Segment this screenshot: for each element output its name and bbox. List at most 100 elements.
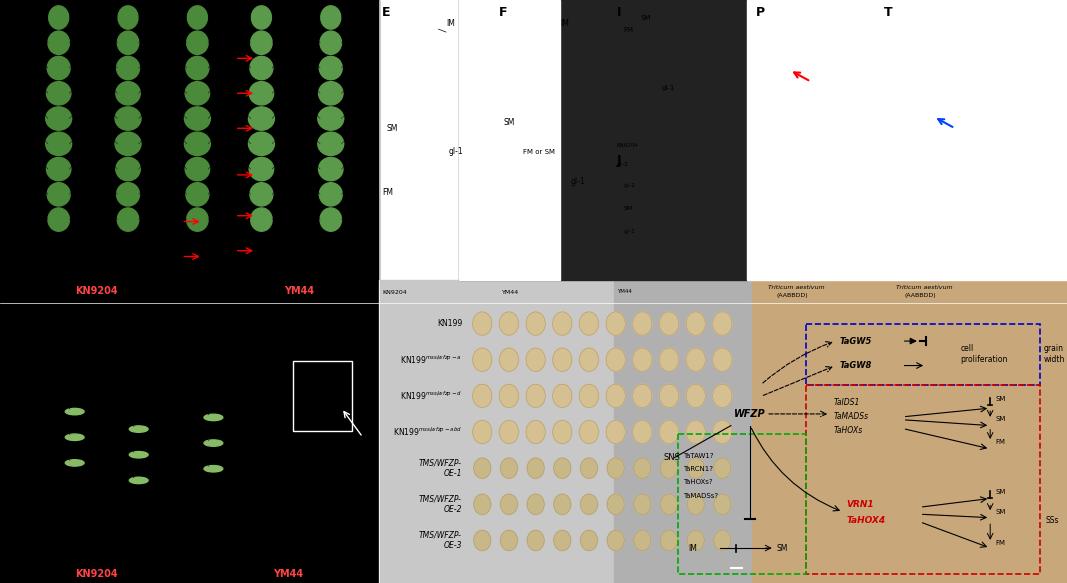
Ellipse shape [115,132,141,156]
Ellipse shape [251,31,272,54]
Ellipse shape [687,458,704,478]
Ellipse shape [473,420,492,444]
Ellipse shape [474,458,491,478]
Ellipse shape [606,384,625,408]
Ellipse shape [687,531,704,550]
Ellipse shape [660,531,678,550]
Bar [806,324,1040,385]
Ellipse shape [714,531,731,550]
Text: SSs: SSs [1046,516,1060,525]
Ellipse shape [527,494,544,515]
Ellipse shape [633,384,652,408]
Ellipse shape [116,82,140,105]
Ellipse shape [579,384,599,408]
Ellipse shape [65,408,84,415]
Ellipse shape [473,384,492,408]
Ellipse shape [659,420,679,444]
Text: gl-1: gl-1 [448,147,463,156]
Ellipse shape [606,348,625,371]
Bar [0,280,379,583]
Ellipse shape [320,31,341,54]
Ellipse shape [321,6,340,29]
Text: YM44: YM44 [617,289,632,294]
Ellipse shape [318,132,344,156]
Ellipse shape [606,420,625,444]
Ellipse shape [580,531,598,550]
Text: Triticum aestivum: Triticum aestivum [768,285,825,290]
Ellipse shape [527,458,544,478]
Ellipse shape [473,348,492,371]
Ellipse shape [659,384,679,408]
Text: gl-2: gl-2 [623,182,635,188]
Ellipse shape [47,82,70,105]
Text: FM: FM [623,27,633,33]
Ellipse shape [474,494,491,515]
Ellipse shape [117,31,139,54]
Text: TMS/WFZP-
OE-1: TMS/WFZP- OE-1 [419,458,462,478]
Text: KN199$^{mss/wfzp-abd}$: KN199$^{mss/wfzp-abd}$ [393,426,462,438]
Ellipse shape [499,348,519,371]
Ellipse shape [49,6,68,29]
Ellipse shape [607,494,624,515]
Text: IM: IM [446,19,455,28]
Text: YM44: YM44 [273,569,303,580]
Ellipse shape [659,312,679,335]
Bar [678,434,806,574]
Ellipse shape [185,132,210,156]
Ellipse shape [687,494,704,515]
Ellipse shape [204,440,223,447]
Text: T: T [883,6,892,19]
Ellipse shape [319,157,343,181]
Text: IM: IM [560,19,569,28]
Bar [496,280,614,583]
Bar [293,361,352,431]
Text: SM: SM [996,396,1006,402]
Text: YM44: YM44 [501,290,519,296]
Text: SNS: SNS [664,453,681,462]
Ellipse shape [713,420,732,444]
Ellipse shape [633,420,652,444]
Bar [614,280,752,583]
Ellipse shape [473,312,492,335]
Text: TaHOX4: TaHOX4 [846,515,886,525]
Text: P: P [755,6,765,19]
Ellipse shape [553,312,572,335]
Ellipse shape [686,348,705,371]
Ellipse shape [526,348,545,371]
Ellipse shape [116,182,140,206]
Ellipse shape [634,458,651,478]
Text: TMS/WFZP-
OE-3: TMS/WFZP- OE-3 [419,531,462,550]
Ellipse shape [579,420,599,444]
Ellipse shape [634,531,651,550]
Ellipse shape [499,420,519,444]
Ellipse shape [188,6,207,29]
Ellipse shape [204,465,223,472]
Text: YM44: YM44 [284,286,314,297]
Text: Triticum aestivum: Triticum aestivum [896,285,953,290]
Ellipse shape [320,208,341,231]
Ellipse shape [318,107,344,130]
Text: TaMADSs?: TaMADSs? [683,493,718,499]
Bar [459,0,747,280]
Text: SM: SM [640,15,651,22]
Ellipse shape [606,312,625,335]
Text: WFZP: WFZP [734,409,766,419]
Ellipse shape [47,157,70,181]
Ellipse shape [185,107,210,130]
Ellipse shape [633,312,652,335]
Text: TaMADSs: TaMADSs [833,412,869,422]
Ellipse shape [65,434,84,441]
Text: SM: SM [996,489,1006,496]
Text: TaGW5: TaGW5 [840,336,872,346]
Ellipse shape [129,426,148,432]
Text: F: F [499,6,508,19]
Text: TaTAW1?: TaTAW1? [683,452,714,459]
Text: IM: IM [688,543,697,553]
Ellipse shape [251,208,272,231]
Ellipse shape [686,420,705,444]
Ellipse shape [129,451,148,458]
Ellipse shape [47,57,70,80]
Ellipse shape [554,458,571,478]
Ellipse shape [46,132,71,156]
Bar [0,0,379,280]
